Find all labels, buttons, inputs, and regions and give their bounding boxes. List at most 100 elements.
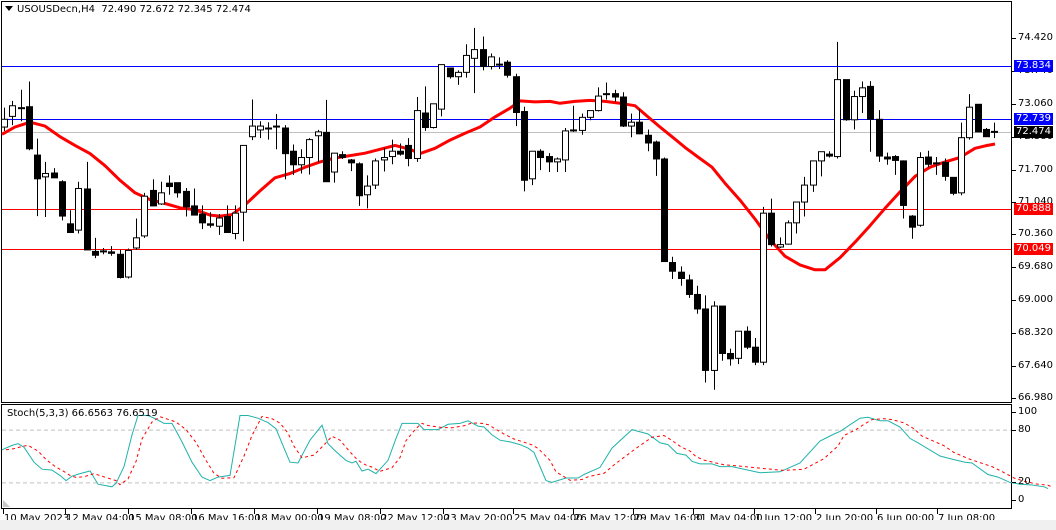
candle: [785, 222, 792, 245]
candle: [158, 192, 165, 205]
candlesticks: [1, 27, 998, 390]
candle: [744, 330, 751, 348]
candle: [645, 134, 652, 144]
time-tick-label: 1 Jun 12:00: [755, 513, 813, 524]
dropdown-triangle-icon[interactable]: [5, 6, 13, 11]
candle: [562, 130, 569, 161]
candle: [612, 93, 619, 98]
price-tick-label: 69.680: [1018, 261, 1053, 272]
candle: [851, 96, 858, 121]
price-tick-label: 66.980: [1018, 392, 1053, 403]
price-tick-label: 70.360: [1018, 228, 1053, 239]
candle: [537, 150, 544, 159]
candle: [694, 293, 701, 310]
candle: [141, 195, 148, 237]
price-tag-70.049: 70.049: [1014, 243, 1053, 255]
candle: [331, 152, 338, 173]
price-tag-70.888: 70.888: [1014, 203, 1053, 215]
time-tick-label: 18 May 00:00: [255, 513, 324, 524]
price-tick-label: 71.700: [1018, 164, 1053, 175]
candle: [372, 160, 379, 186]
price-tag-72.474: 72.474: [1014, 126, 1053, 138]
candle: [876, 118, 883, 157]
candle: [174, 182, 181, 194]
candle: [620, 96, 627, 127]
candle: [381, 157, 388, 161]
candle: [471, 49, 478, 59]
candle: [843, 79, 850, 121]
time-tick-label: 29 May 16:00: [634, 513, 703, 524]
candle: [273, 125, 280, 128]
candle: [669, 262, 676, 272]
candle: [207, 223, 214, 226]
candle: [909, 215, 916, 228]
price-axis-ticks: [1012, 38, 1016, 501]
candle: [513, 76, 520, 114]
candle: [9, 105, 16, 117]
candle: [1, 118, 8, 128]
candle: [315, 131, 322, 137]
candle: [480, 49, 487, 68]
candle: [983, 128, 990, 138]
price-tag-73.834: 73.834: [1014, 60, 1053, 72]
candle: [496, 63, 503, 66]
candle: [570, 129, 577, 132]
stoch-tick-label: 80: [1018, 424, 1031, 435]
candle: [108, 251, 115, 254]
stoch-tick-label: 0: [1018, 494, 1025, 505]
stoch-panel-border: [1, 404, 1012, 509]
candle: [67, 223, 74, 234]
time-tick-label: 25 May 04:00: [514, 513, 583, 524]
moving-average-line: [1, 98, 996, 272]
candle: [447, 67, 454, 78]
candle: [42, 172, 49, 178]
candle: [554, 158, 561, 163]
candle: [991, 130, 998, 133]
candle: [414, 110, 421, 159]
price-tick-label: 71.040: [1018, 196, 1053, 207]
candle: [26, 106, 33, 150]
candle: [653, 141, 660, 160]
stoch-values: 66.6563 76.6519: [71, 408, 158, 419]
time-tick-label: 16 May 16:00: [192, 513, 261, 524]
candle: [900, 160, 907, 206]
candle: [760, 212, 767, 363]
price-tick-label: 69.000: [1018, 294, 1053, 305]
candle: [125, 249, 132, 278]
candle: [216, 217, 223, 227]
candle: [793, 201, 800, 224]
candle: [249, 125, 256, 138]
candle: [529, 150, 536, 180]
candle: [306, 139, 313, 159]
candle: [240, 144, 247, 213]
candle: [892, 156, 899, 161]
candle: [958, 137, 965, 194]
candle: [975, 103, 982, 133]
candle: [183, 190, 190, 208]
candle: [59, 181, 66, 217]
candle: [884, 156, 891, 160]
time-tick-label: 22 May 12:00: [381, 513, 450, 524]
resize-corner-icon: [3, 500, 10, 507]
candle: [100, 250, 107, 253]
status-strip: [0, 520, 1056, 530]
price-tick-label: 74.420: [1018, 32, 1053, 43]
candle: [75, 187, 82, 231]
candle: [133, 237, 140, 249]
stoch-tick-label: 100: [1018, 406, 1038, 417]
candle: [199, 213, 206, 224]
candle: [488, 56, 495, 68]
candle: [438, 64, 445, 110]
stoch-header: Stoch(5,3,3) 66.6563 76.6519: [7, 408, 158, 420]
candle: [298, 157, 305, 166]
time-tick-label: 31 May 04:00: [694, 513, 763, 524]
horizontal-lines[interactable]: [2, 66, 1011, 250]
time-tick-label: 12 May 04:00: [66, 513, 135, 524]
candle: [587, 110, 594, 118]
candle: [727, 352, 734, 360]
candle: [595, 95, 602, 112]
candle: [422, 112, 429, 129]
candle: [917, 157, 924, 226]
candle: [166, 182, 173, 188]
candle: [628, 121, 635, 127]
